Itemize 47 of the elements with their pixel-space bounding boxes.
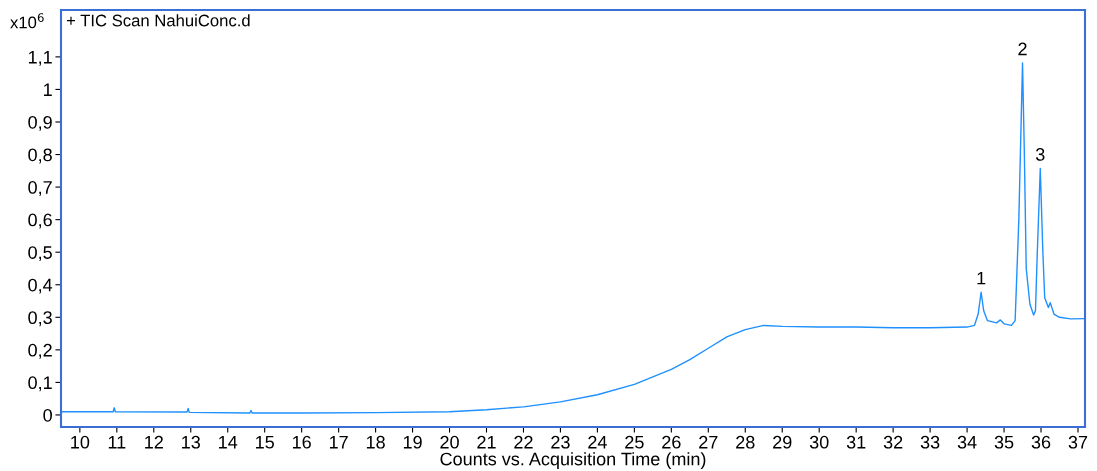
x-tick-label: 19 (403, 435, 422, 449)
x-tick-label: 14 (219, 436, 238, 449)
y-tick-label: 0,3 (28, 311, 52, 327)
y-tick-label: 0,7 (28, 181, 52, 196)
x-tick-label: 32 (883, 435, 903, 449)
y-tick-label: 0,1 (28, 376, 52, 392)
y-tick-label: 0,4 (28, 278, 53, 294)
x-tick-label: 34 (957, 435, 977, 449)
x-tick-label: 10 (71, 435, 90, 449)
x-tick-label: 16 (292, 435, 311, 449)
x-tick-label: 18 (366, 435, 385, 449)
x-tick-label: 25 (625, 435, 644, 449)
text: x10$^{6}$ (10, 13, 44, 29)
x-tick-label: 36 (1031, 435, 1051, 449)
x-tick-label: 23 (551, 435, 570, 449)
x-tick-label: 31 (846, 435, 866, 449)
y-tick-label: 1 (44, 83, 52, 96)
x-tick-label: 35 (994, 435, 1014, 449)
y-tick-label: 0,9 (28, 115, 52, 131)
x-tick-label: 13 (182, 435, 200, 449)
x-tick-label: 26 (662, 435, 681, 449)
y-tick-label: 0,5 (28, 246, 52, 262)
y-tick-label: 0,6 (28, 213, 52, 229)
x-tick-label: 21 (477, 435, 496, 449)
x-tick-label: 28 (736, 435, 755, 449)
x-axis-title: Counts vs. Acquisition Time (min) (440, 452, 706, 469)
x-tick-label: 37 (1068, 435, 1088, 449)
annotation: 3 (1035, 148, 1045, 161)
line-series (61, 62, 1085, 414)
x-tick-label: 12 (145, 435, 163, 449)
annotation: 2 (1018, 42, 1027, 56)
x-tick-label: 30 (809, 435, 829, 449)
x-tick-label: 27 (699, 435, 718, 449)
x-tick-label: 22 (514, 435, 533, 449)
y-tick-label: 0,2 (28, 343, 52, 359)
x-tick-label: 33 (920, 435, 940, 449)
x-tick-label: 20 (440, 435, 459, 449)
y-tick-label: 0 (43, 408, 52, 422)
y-tick-label: 0,8 (28, 148, 52, 164)
x-tick-label: 24 (588, 435, 607, 449)
x-tick-label: 17 (329, 436, 348, 449)
x-tick-label: 15 (256, 436, 274, 449)
x-tick-label: 29 (773, 435, 792, 449)
y-tick-label: 1,1 (28, 51, 52, 66)
chart-title: + TIC Scan NahuiConc.d (66, 14, 250, 27)
annotation: 1 (977, 271, 986, 285)
x-tick-label: 11 (108, 436, 126, 449)
